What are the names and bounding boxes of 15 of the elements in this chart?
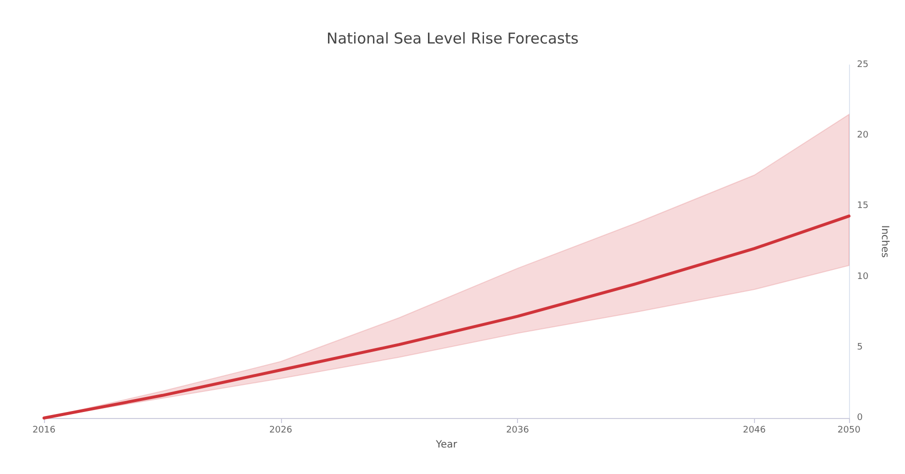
y-axis-title: Inches [878, 225, 890, 258]
y-tick-label: 0 [857, 413, 863, 423]
y-tick-label: 10 [857, 272, 869, 282]
x-tick-label: 2036 [506, 426, 530, 436]
line-series [42, 214, 850, 420]
x-tick-label: 2026 [269, 426, 292, 436]
y-tick-label: 15 [857, 201, 868, 212]
x-tick-label: 2016 [32, 426, 56, 436]
x-tick-label: 2046 [742, 426, 766, 436]
x-tick-label: 2050 [838, 426, 861, 436]
chart-title: National Sea Level Rise Forecasts [326, 30, 579, 48]
x-axis-title: Year [434, 440, 458, 450]
y-tick-label: 5 [857, 342, 863, 352]
y-tick-label: 25 [857, 60, 868, 70]
y-tick-label: 20 [857, 130, 869, 141]
